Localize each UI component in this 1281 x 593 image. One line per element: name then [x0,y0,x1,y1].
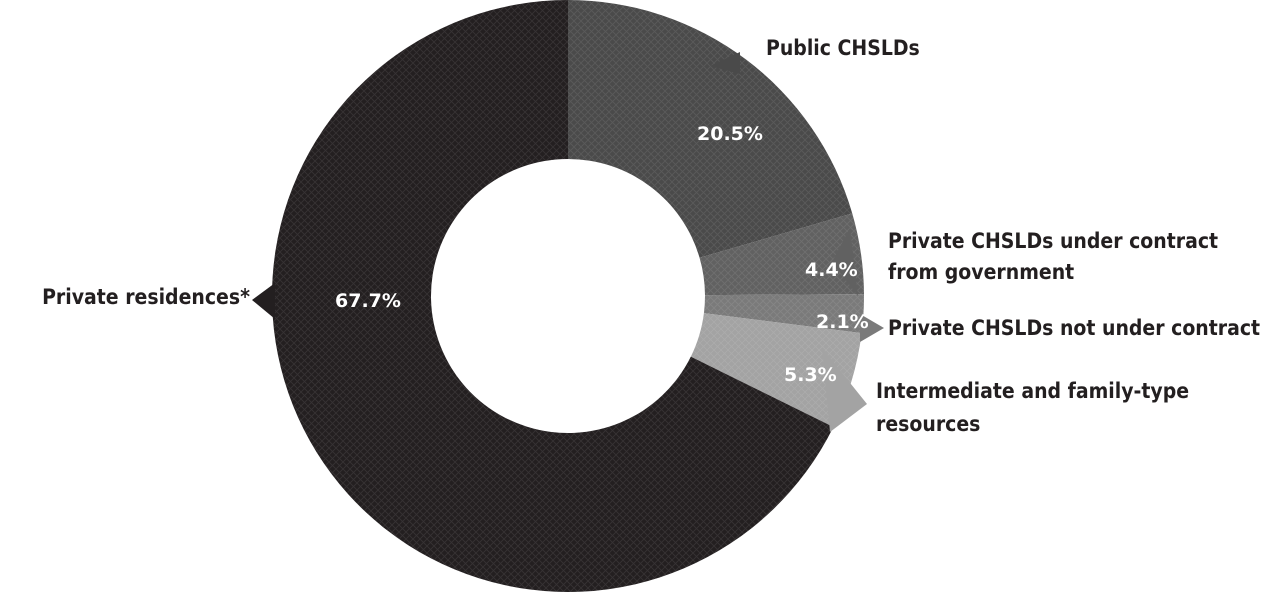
slices-group [272,0,864,592]
category-label-private-chslds-not-under-contract-line-1: Private CHSLDs not under contract [888,316,1260,340]
value-label-public-chslds: 20.5% [697,123,763,145]
category-label-intermediate-and-family-type-resources-line-2: resources [876,412,980,436]
value-label-private-chslds-under-contract-from-government: 4.4% [805,259,858,281]
category-label-private-chslds-under-contract-from-government-line-2: from government [888,260,1074,284]
callout-private-chslds-not-under-contract [860,314,884,342]
slice-texture-private-chslds-not-under-contract [703,294,864,334]
slice-texture-private-residences [272,0,834,592]
value-label-intermediate-and-family-type-resources: 5.3% [784,364,837,386]
callout-public-chslds [710,52,740,74]
callouts-group [252,52,884,432]
value-label-private-chslds-not-under-contract: 2.1% [816,311,869,333]
category-label-private-residences-line-1: Private residences* [42,285,250,309]
callout-intermediate-and-family-type-resources [822,348,867,432]
slice-texture-private-chslds-under-contract-from-government [699,213,864,296]
callout-private-residences [252,283,275,319]
slice-texture-public-chslds [568,0,853,258]
category-label-intermediate-and-family-type-resources-line-1: Intermediate and family-type [876,379,1189,403]
callout-private-chslds-under-contract-from-government [832,228,858,296]
value-label-private-residences: 67.7% [335,290,401,312]
labels-group: 20.5% Public CHSLDs 4.4% Private CHSLDs und… [42,36,1260,436]
category-label-private-chslds-under-contract-from-government-line-1: Private CHSLDs under contract [888,229,1218,253]
category-label-public-chslds-line-1: Public CHSLDs [766,36,920,60]
slice-texture-intermediate-and-family-type-resources [690,313,862,428]
